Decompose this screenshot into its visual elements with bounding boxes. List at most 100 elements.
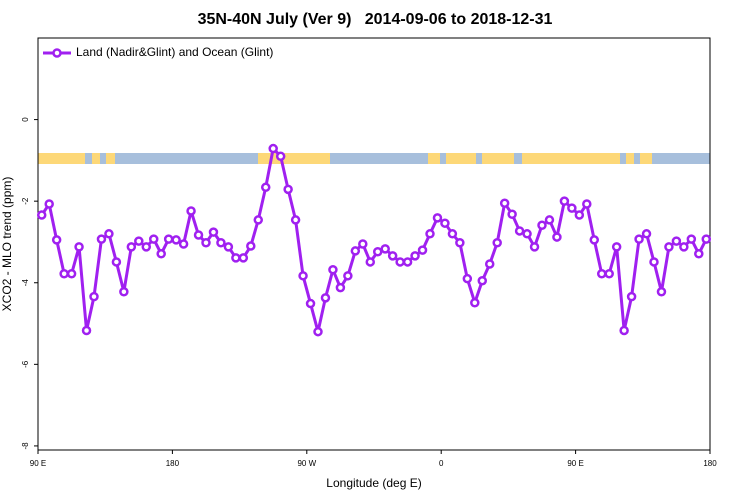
data-point	[148, 234, 159, 244]
data-point	[305, 298, 316, 309]
data-point	[320, 293, 331, 303]
data-point	[268, 143, 278, 154]
x-tick-label: 180	[703, 459, 717, 468]
data-point	[246, 241, 256, 251]
data-point	[634, 234, 644, 244]
data-point	[537, 220, 547, 230]
data-point	[358, 239, 368, 249]
data-point	[178, 239, 189, 249]
data-point	[201, 238, 211, 248]
data-point	[126, 242, 137, 252]
data-point	[664, 242, 674, 252]
data-point	[402, 257, 413, 267]
data-point	[81, 325, 92, 336]
land-band	[522, 153, 620, 164]
data-point	[365, 257, 376, 267]
data-point	[559, 196, 570, 206]
y-tick-label: -4	[21, 279, 30, 287]
data-point	[171, 235, 181, 245]
data-point	[51, 235, 62, 245]
data-point	[380, 244, 390, 254]
data-point	[499, 198, 510, 208]
data-point	[231, 253, 241, 263]
data-point	[134, 236, 144, 246]
data-point	[567, 203, 577, 213]
data-point	[679, 242, 689, 252]
legend-label: Land (Nadir&Glint) and Ocean (Glint)	[76, 45, 273, 59]
x-tick-label: 90 E	[567, 459, 583, 468]
data-point	[253, 215, 264, 225]
ocean-band	[38, 153, 710, 164]
data-point	[470, 297, 480, 308]
data-point	[522, 229, 532, 239]
data-point	[290, 215, 301, 225]
land-band	[626, 153, 634, 164]
legend-marker	[52, 48, 62, 58]
data-point	[119, 286, 129, 297]
data-point	[238, 253, 249, 263]
data-point	[66, 269, 77, 279]
data-point	[260, 182, 271, 193]
data-point	[141, 242, 152, 252]
data-point	[611, 242, 622, 252]
plot-frame	[37, 37, 711, 451]
data-point	[641, 229, 652, 239]
data-point	[223, 242, 234, 252]
data-point	[514, 226, 525, 236]
y-tick-label: -2	[21, 197, 30, 205]
data-point	[74, 242, 84, 252]
data-point	[484, 259, 495, 269]
data-point	[156, 249, 166, 259]
y-tick-label: -8	[21, 442, 30, 450]
land-ocean-strip	[38, 153, 710, 164]
data-point	[208, 227, 219, 237]
data-point	[417, 245, 428, 255]
data-point	[574, 210, 585, 220]
data-point	[582, 199, 592, 209]
land-band	[428, 153, 440, 164]
data-point	[447, 229, 458, 239]
data-point	[604, 269, 614, 279]
land-band	[640, 153, 652, 164]
data-point	[104, 229, 114, 239]
data-point	[298, 271, 308, 281]
data-point	[96, 234, 107, 244]
land-band	[482, 153, 514, 164]
data-point	[455, 238, 465, 248]
data-point	[44, 199, 54, 209]
data-point	[36, 210, 47, 220]
y-tick-label: -6	[21, 360, 30, 368]
x-tick-label: 180	[166, 459, 180, 468]
data-point	[619, 325, 629, 336]
land-band	[446, 153, 476, 164]
data-point	[328, 264, 338, 275]
land-band	[38, 153, 85, 164]
land-band	[258, 153, 330, 164]
data-point	[275, 151, 286, 162]
data-point	[686, 234, 697, 244]
data-point	[544, 215, 555, 225]
land-band	[106, 153, 115, 164]
data-point	[462, 273, 473, 284]
data-point	[440, 218, 450, 228]
data-point	[193, 230, 204, 240]
data-point	[89, 291, 99, 302]
x-tick-label: 90 E	[30, 459, 46, 468]
data-point	[186, 206, 196, 216]
data-point	[477, 275, 488, 286]
data-point	[596, 269, 607, 279]
data-point	[335, 282, 346, 293]
x-tick-label: 0	[439, 459, 444, 468]
land-band	[92, 153, 100, 164]
data-point	[313, 326, 323, 337]
data-point	[395, 257, 405, 267]
data-point	[163, 234, 174, 244]
data-point	[425, 229, 435, 239]
data-point	[529, 242, 540, 252]
y-axis-label: XCO2 - MLO trend (ppm)	[0, 177, 14, 312]
data-point	[343, 271, 353, 281]
x-axis-label: Longitude (deg E)	[326, 476, 421, 490]
x-tick-label: 90 W	[297, 459, 316, 468]
data-point	[552, 232, 562, 242]
